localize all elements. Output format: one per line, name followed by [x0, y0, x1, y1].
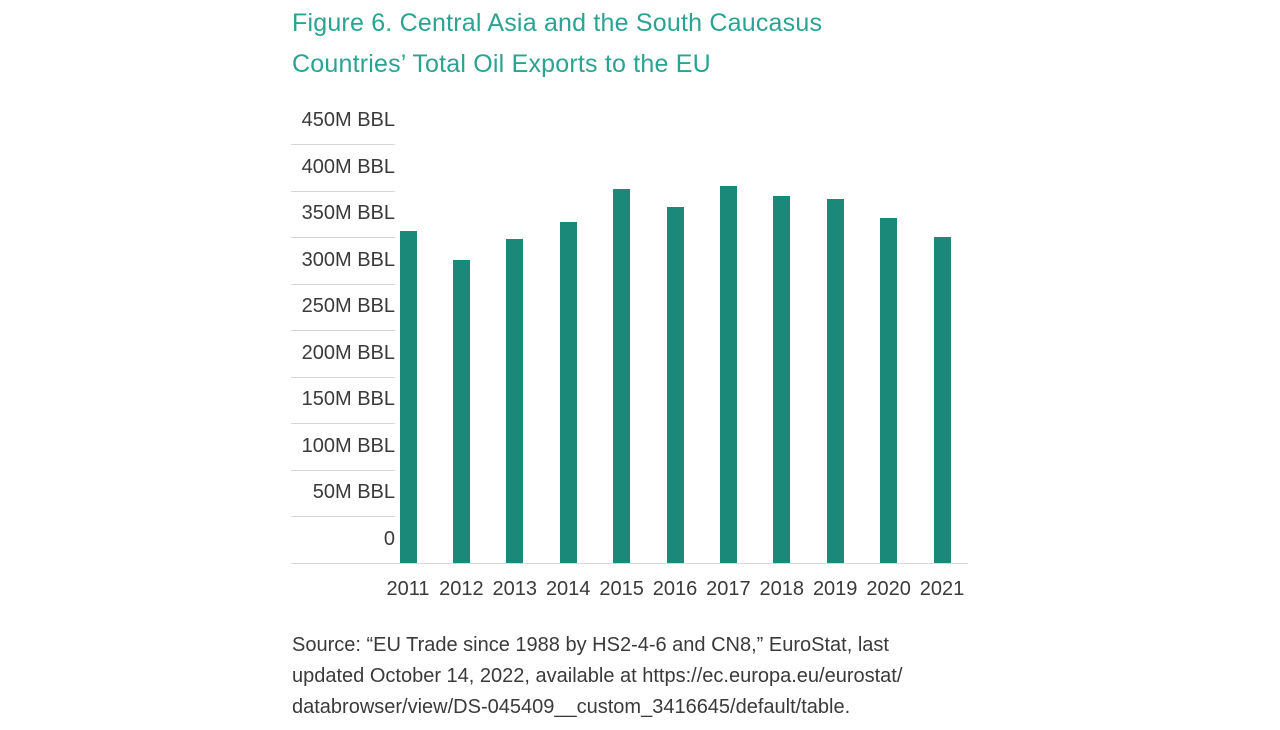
bar-2017: [719, 185, 737, 563]
bar-2011: [399, 230, 417, 563]
chart-title-line-1: Figure 6. Central Asia and the South Cau…: [292, 9, 823, 37]
y-gridline-150: [291, 423, 395, 425]
chart-title: Figure 6. Central Asia and the South Cau…: [292, 3, 822, 85]
y-gridline-300: [291, 283, 395, 285]
y-tick-label-50: 50M BBL: [312, 481, 395, 504]
x-axis-baseline: [291, 563, 968, 564]
y-tick-label-450: 450M BBL: [301, 109, 395, 131]
bar-2020: [880, 217, 898, 563]
y-gridline-400: [291, 190, 395, 192]
y-gridline-250: [291, 330, 395, 332]
y-tick-label-350: 350M BBL: [301, 202, 395, 225]
x-tick-label-2015: 2015: [599, 578, 644, 600]
x-tick-label-2016: 2016: [652, 578, 698, 600]
y-tick-label-150: 150M BBL: [301, 388, 395, 411]
y-tick-label-200: 200M BBL: [301, 341, 395, 364]
x-tick-label-2017: 2017: [706, 578, 751, 600]
x-tick-label-2020: 2020: [866, 578, 911, 600]
bar-2019: [826, 198, 844, 563]
y-gridline-350: [291, 237, 395, 239]
x-tick-label-2013: 2013: [492, 578, 538, 600]
y-tick-label-400: 400M BBL: [301, 155, 395, 178]
x-tick-label-2012: 2012: [439, 578, 484, 600]
chart-title-line-2: Countries’ Total Oil Exports to the EU: [292, 50, 711, 78]
y-gridline-50: [291, 516, 395, 518]
bar-2016: [666, 207, 684, 563]
x-tick-label-2018: 2018: [759, 578, 805, 600]
y-tick-label-0: 0: [383, 528, 395, 550]
x-tick-label-2021: 2021: [919, 578, 965, 600]
y-gridline-200: [291, 376, 395, 378]
x-tick-label-2014: 2014: [545, 578, 591, 600]
source-line-2: updated October 14, 2022, available at h…: [292, 665, 903, 687]
bar-2015: [613, 188, 631, 563]
bar-2012: [452, 260, 470, 563]
bar-2018: [773, 196, 791, 563]
bar-2014: [559, 222, 577, 563]
bar-2021: [933, 237, 951, 563]
source-note: Source: “EU Trade since 1988 by HS2-4-6 …: [292, 630, 902, 723]
y-tick-label-300: 300M BBL: [301, 248, 395, 271]
source-line-3: databrowser/view/DS-045409__custom_34166…: [292, 696, 851, 718]
bar-2013: [506, 238, 524, 563]
y-tick-label-100: 100M BBL: [301, 434, 395, 457]
y-tick-label-250: 250M BBL: [301, 295, 395, 318]
source-line-1: Source: “EU Trade since 1988 by HS2-4-6 …: [292, 634, 889, 656]
x-tick-label-2019: 2019: [812, 578, 858, 600]
x-tick-label-2011: 2011: [386, 578, 430, 600]
y-gridline-450: [291, 144, 395, 145]
y-gridline-100: [291, 469, 395, 471]
